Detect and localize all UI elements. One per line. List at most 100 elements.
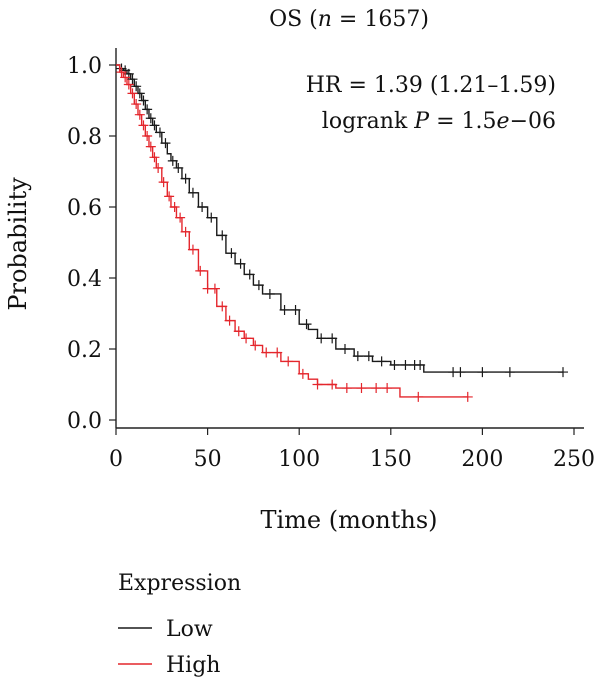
censor-mark xyxy=(327,333,338,344)
logrank-annotation: logrank P = 1.5e−06 xyxy=(322,109,556,134)
censor-mark xyxy=(504,367,515,378)
censor-mark xyxy=(131,81,142,92)
censor-mark xyxy=(127,74,138,85)
censor-mark xyxy=(217,301,228,312)
censor-mark xyxy=(180,226,191,237)
legend: Expression Low High xyxy=(118,571,241,678)
y-tick-label: 0.6 xyxy=(67,196,102,221)
censor-mark xyxy=(160,138,171,149)
x-tick-label: 250 xyxy=(553,447,595,472)
censor-mark xyxy=(297,368,308,379)
censor-mark xyxy=(341,383,352,394)
series-layer xyxy=(116,63,569,402)
chart-title: OS (n = 1657) xyxy=(269,7,429,32)
x-tick-label: 200 xyxy=(461,447,503,472)
censor-mark xyxy=(167,155,178,166)
censor-mark xyxy=(154,127,165,138)
censor-mark xyxy=(195,265,206,276)
censor-mark xyxy=(173,162,184,173)
legend-label-high: High xyxy=(166,653,220,678)
censor-mark xyxy=(153,162,164,173)
censor-mark xyxy=(131,99,142,110)
censor-mark xyxy=(187,187,198,198)
x-axis-label: Time (months) xyxy=(260,506,437,534)
y-tick-label: 1.0 xyxy=(67,54,102,79)
censor-mark xyxy=(356,383,367,394)
censor-mark xyxy=(116,67,127,78)
censor-mark xyxy=(250,340,261,351)
censor-mark xyxy=(261,347,272,358)
censor-mark xyxy=(340,344,350,354)
censor-mark xyxy=(180,173,191,184)
censor-mark xyxy=(413,391,424,402)
legend-label-low: Low xyxy=(166,617,213,642)
censor-mark xyxy=(290,304,301,315)
censor-mark xyxy=(244,269,255,280)
censor-mark xyxy=(123,79,134,90)
censor-mark xyxy=(197,202,208,212)
censor-mark xyxy=(233,326,244,337)
censor-mark xyxy=(382,383,393,394)
censor-mark xyxy=(206,212,217,223)
censor-mark xyxy=(301,319,312,330)
censor-mark xyxy=(164,191,175,202)
x-axis-ticks: 0 50 100 150 200 250 xyxy=(109,428,595,472)
censor-mark xyxy=(235,258,246,269)
censor-mark xyxy=(142,104,153,115)
censor-mark xyxy=(462,391,473,402)
censor-mark xyxy=(376,356,387,367)
y-tick-label: 0.4 xyxy=(67,267,102,292)
hazard-ratio-annotation: HR = 1.39 (1.21–1.59) xyxy=(306,73,556,98)
censor-mark xyxy=(187,244,198,255)
censor-mark xyxy=(145,113,156,124)
y-axis-label: Probability xyxy=(4,177,32,311)
x-tick-label: 50 xyxy=(194,447,222,472)
censor-mark xyxy=(120,72,131,83)
censor-mark xyxy=(415,359,426,370)
y-tick-label: 0.2 xyxy=(67,338,102,363)
censor-mark xyxy=(142,131,153,141)
censor-mark xyxy=(226,248,237,259)
censor-mark xyxy=(283,356,294,367)
censor-mark xyxy=(149,152,160,163)
censor-mark xyxy=(253,280,264,291)
censor-marks-low xyxy=(116,63,569,378)
censor-mark xyxy=(363,351,374,362)
censor-mark xyxy=(217,230,228,241)
censor-mark xyxy=(158,177,169,188)
censor-mark xyxy=(209,283,220,294)
legend-title: Expression xyxy=(118,571,241,596)
censor-mark xyxy=(352,351,363,362)
censor-mark xyxy=(175,212,186,223)
censor-mark xyxy=(477,367,488,378)
censor-mark xyxy=(149,120,160,131)
censor-mark xyxy=(272,347,283,358)
censor-mark xyxy=(400,359,411,370)
censor-mark xyxy=(371,383,382,394)
x-tick-label: 0 xyxy=(109,447,123,472)
censor-mark xyxy=(134,109,145,120)
censor-mark xyxy=(312,379,323,390)
censor-mark xyxy=(169,202,180,212)
y-tick-label: 0.0 xyxy=(67,409,102,434)
x-tick-label: 100 xyxy=(278,447,320,472)
series-line-high xyxy=(116,64,468,398)
censor-mark xyxy=(241,333,252,344)
censor-mark xyxy=(145,141,156,152)
censor-marks-high xyxy=(116,67,473,402)
censor-mark xyxy=(224,315,235,326)
censor-mark xyxy=(138,120,149,131)
censor-mark xyxy=(558,367,569,378)
censor-mark xyxy=(264,288,275,299)
censor-mark xyxy=(455,367,466,378)
censor-mark xyxy=(389,359,400,370)
censor-mark xyxy=(138,95,149,106)
censor-mark xyxy=(279,304,290,315)
y-tick-label: 0.8 xyxy=(67,125,102,150)
censor-mark xyxy=(316,333,327,344)
y-axis-ticks: 0.0 0.2 0.4 0.6 0.8 1.0 xyxy=(67,54,116,434)
censor-mark xyxy=(127,88,138,99)
censor-mark xyxy=(327,379,338,390)
x-tick-label: 150 xyxy=(370,447,412,472)
